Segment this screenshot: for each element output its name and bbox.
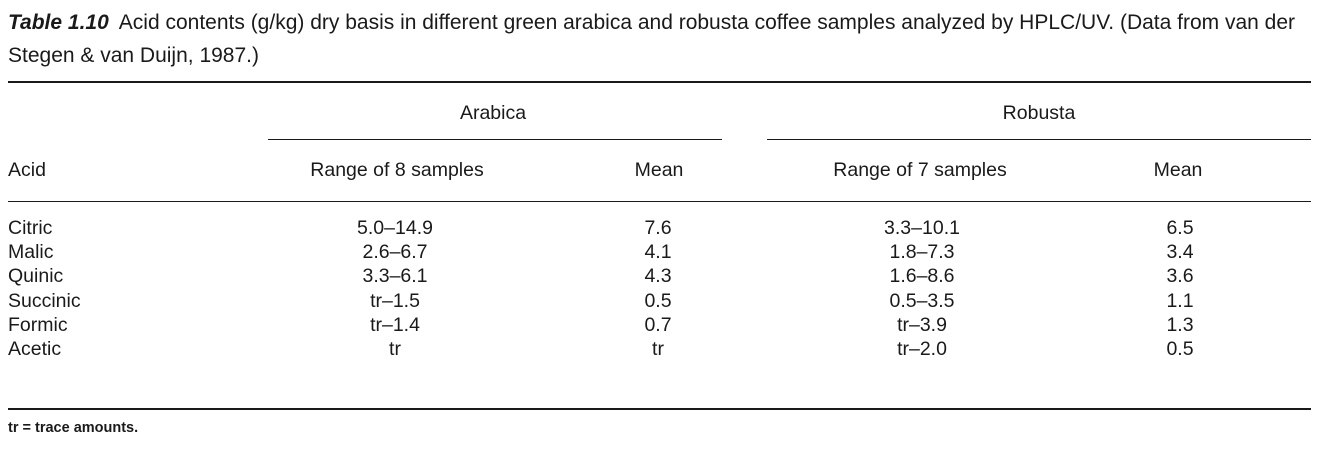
table-cell-arabica-mean: 7.6	[644, 217, 672, 239]
table-cell-arabica-range: tr–1.4	[370, 313, 420, 336]
arabica-span-rule	[268, 139, 722, 140]
table-cell-arabica-mean: 0.5	[644, 289, 672, 312]
top-rule	[8, 81, 1311, 83]
table-cell-acid-name: Formic	[8, 313, 68, 336]
header-rule	[8, 201, 1311, 202]
table-cell-arabica-mean: tr	[652, 338, 664, 360]
table-cell-robusta-range: 1.6–8.6	[889, 265, 955, 288]
table-cell-robusta-mean: 6.5	[1166, 217, 1194, 239]
table-cell-acid-name: Acetic	[8, 338, 62, 360]
table-cell-arabica-range: 5.0–14.9	[357, 217, 433, 239]
table-cell-robusta-range: tr–3.9	[897, 313, 947, 336]
column-header-arabica-mean: Mean	[634, 159, 684, 181]
table-caption: Table 1.10 Acid contents (g/kg) dry basis…	[8, 6, 1313, 72]
column-header-robusta-mean: Mean	[1153, 159, 1203, 181]
table-cell-acid-name: Quinic	[8, 265, 64, 288]
table-cell-robusta-mean: 0.5	[1166, 338, 1194, 360]
table-cell-robusta-range: tr–2.0	[897, 338, 947, 360]
table-cell-acid-name: Succinic	[8, 289, 81, 312]
table-cell-acid-name: Citric	[8, 217, 53, 239]
table-cell-arabica-range: 2.6–6.7	[362, 241, 428, 264]
bottom-rule	[8, 408, 1311, 410]
table-cell-arabica-mean: 4.1	[644, 241, 672, 264]
column-header-robusta-range: Range of 7 samples	[833, 159, 1007, 181]
column-header-acid: Acid	[8, 159, 46, 181]
table-cell-robusta-range: 1.8–7.3	[889, 241, 955, 264]
table-cell-robusta-mean: 1.1	[1166, 289, 1194, 312]
caption-text: Acid contents (g/kg) dry basis in differ…	[8, 11, 1296, 67]
table-cell-arabica-mean: 4.3	[644, 265, 672, 288]
table-cell-robusta-mean: 3.6	[1166, 265, 1194, 288]
table-cell-arabica-range: tr	[389, 338, 401, 360]
table-label: Table 1.10	[8, 11, 109, 34]
table-cell-acid-name: Malic	[8, 241, 54, 264]
table-footnote: tr = trace amounts.	[8, 420, 139, 436]
table-cell-robusta-range: 3.3–10.1	[884, 217, 960, 239]
table-cell-robusta-range: 0.5–3.5	[889, 289, 955, 312]
group-header-robusta: Robusta	[1002, 102, 1076, 124]
table-cell-robusta-mean: 1.3	[1166, 313, 1194, 336]
column-header-arabica-range: Range of 8 samples	[310, 159, 484, 181]
table-cell-arabica-range: tr–1.5	[370, 289, 420, 312]
robusta-span-rule	[767, 139, 1311, 140]
group-header-arabica: Arabica	[459, 102, 527, 124]
table-cell-arabica-mean: 0.7	[644, 313, 672, 336]
table-cell-arabica-range: 3.3–6.1	[362, 265, 428, 288]
table-cell-robusta-mean: 3.4	[1166, 241, 1194, 264]
